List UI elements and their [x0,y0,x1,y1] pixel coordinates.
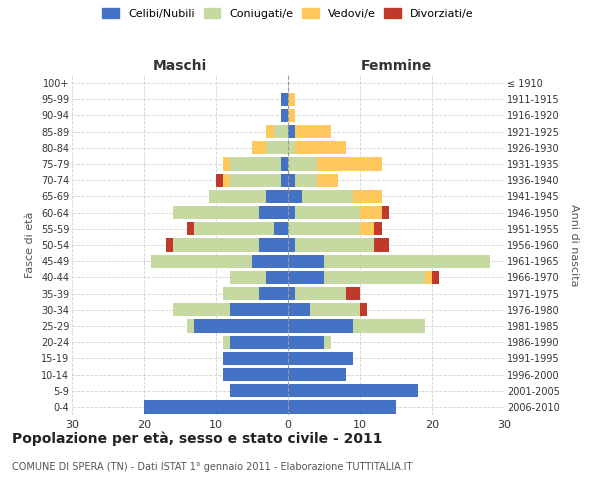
Bar [295,174,317,187]
Bar [173,206,259,220]
Y-axis label: Anni di nascita: Anni di nascita [569,204,579,286]
Bar [324,254,490,268]
Bar [266,190,288,203]
Bar [360,206,382,220]
Text: Popolazione per età, sesso e stato civile - 2011: Popolazione per età, sesso e stato civil… [12,431,383,446]
Text: Femmine: Femmine [361,58,431,72]
Bar [310,303,360,316]
Bar [230,336,288,349]
Bar [281,174,288,187]
Bar [317,158,382,170]
Bar [259,287,288,300]
Legend: Celibi/Nubili, Coniugati/e, Vedovi/e, Divorziati/e: Celibi/Nubili, Coniugati/e, Vedovi/e, Di… [103,8,473,19]
Bar [223,336,230,349]
Bar [266,125,274,138]
Bar [324,270,425,284]
Bar [374,222,382,235]
Bar [288,368,346,381]
Bar [216,174,223,187]
Bar [281,109,288,122]
Bar [295,238,374,252]
Bar [288,270,324,284]
Bar [288,320,353,332]
Bar [187,222,194,235]
Bar [259,206,288,220]
Bar [230,384,288,398]
Bar [317,174,338,187]
Bar [223,352,288,365]
Bar [281,158,288,170]
Bar [281,92,288,106]
Y-axis label: Fasce di età: Fasce di età [25,212,35,278]
Bar [302,190,353,203]
Text: COMUNE DI SPERA (TN) - Dati ISTAT 1° gennaio 2011 - Elaborazione TUTTITALIA.IT: COMUNE DI SPERA (TN) - Dati ISTAT 1° gen… [12,462,412,472]
Bar [288,352,353,365]
Bar [288,384,418,398]
Bar [230,174,281,187]
Bar [288,238,295,252]
Bar [144,400,288,413]
Bar [230,303,288,316]
Bar [346,287,360,300]
Bar [295,206,360,220]
Bar [295,141,346,154]
Bar [274,222,288,235]
Bar [266,141,288,154]
Bar [324,336,331,349]
Bar [295,287,346,300]
Bar [353,320,425,332]
Bar [173,238,259,252]
Bar [288,400,396,413]
Bar [288,158,317,170]
Bar [288,222,360,235]
Bar [151,254,252,268]
Text: Maschi: Maschi [153,58,207,72]
Bar [274,125,288,138]
Bar [288,109,295,122]
Bar [209,190,266,203]
Bar [382,206,389,220]
Bar [295,125,331,138]
Bar [288,287,295,300]
Bar [432,270,439,284]
Bar [223,287,259,300]
Bar [288,92,295,106]
Bar [374,238,389,252]
Bar [288,174,295,187]
Bar [353,190,382,203]
Bar [223,174,230,187]
Bar [266,270,288,284]
Bar [360,303,367,316]
Bar [166,238,173,252]
Bar [288,141,295,154]
Bar [288,303,310,316]
Bar [288,125,295,138]
Bar [187,320,194,332]
Bar [230,158,281,170]
Bar [425,270,432,284]
Bar [252,141,266,154]
Bar [259,238,288,252]
Bar [288,254,324,268]
Bar [288,336,324,349]
Bar [252,254,288,268]
Bar [288,206,295,220]
Bar [194,222,274,235]
Bar [288,190,302,203]
Bar [230,270,266,284]
Bar [360,222,374,235]
Bar [223,158,230,170]
Bar [223,368,288,381]
Bar [194,320,288,332]
Bar [173,303,230,316]
